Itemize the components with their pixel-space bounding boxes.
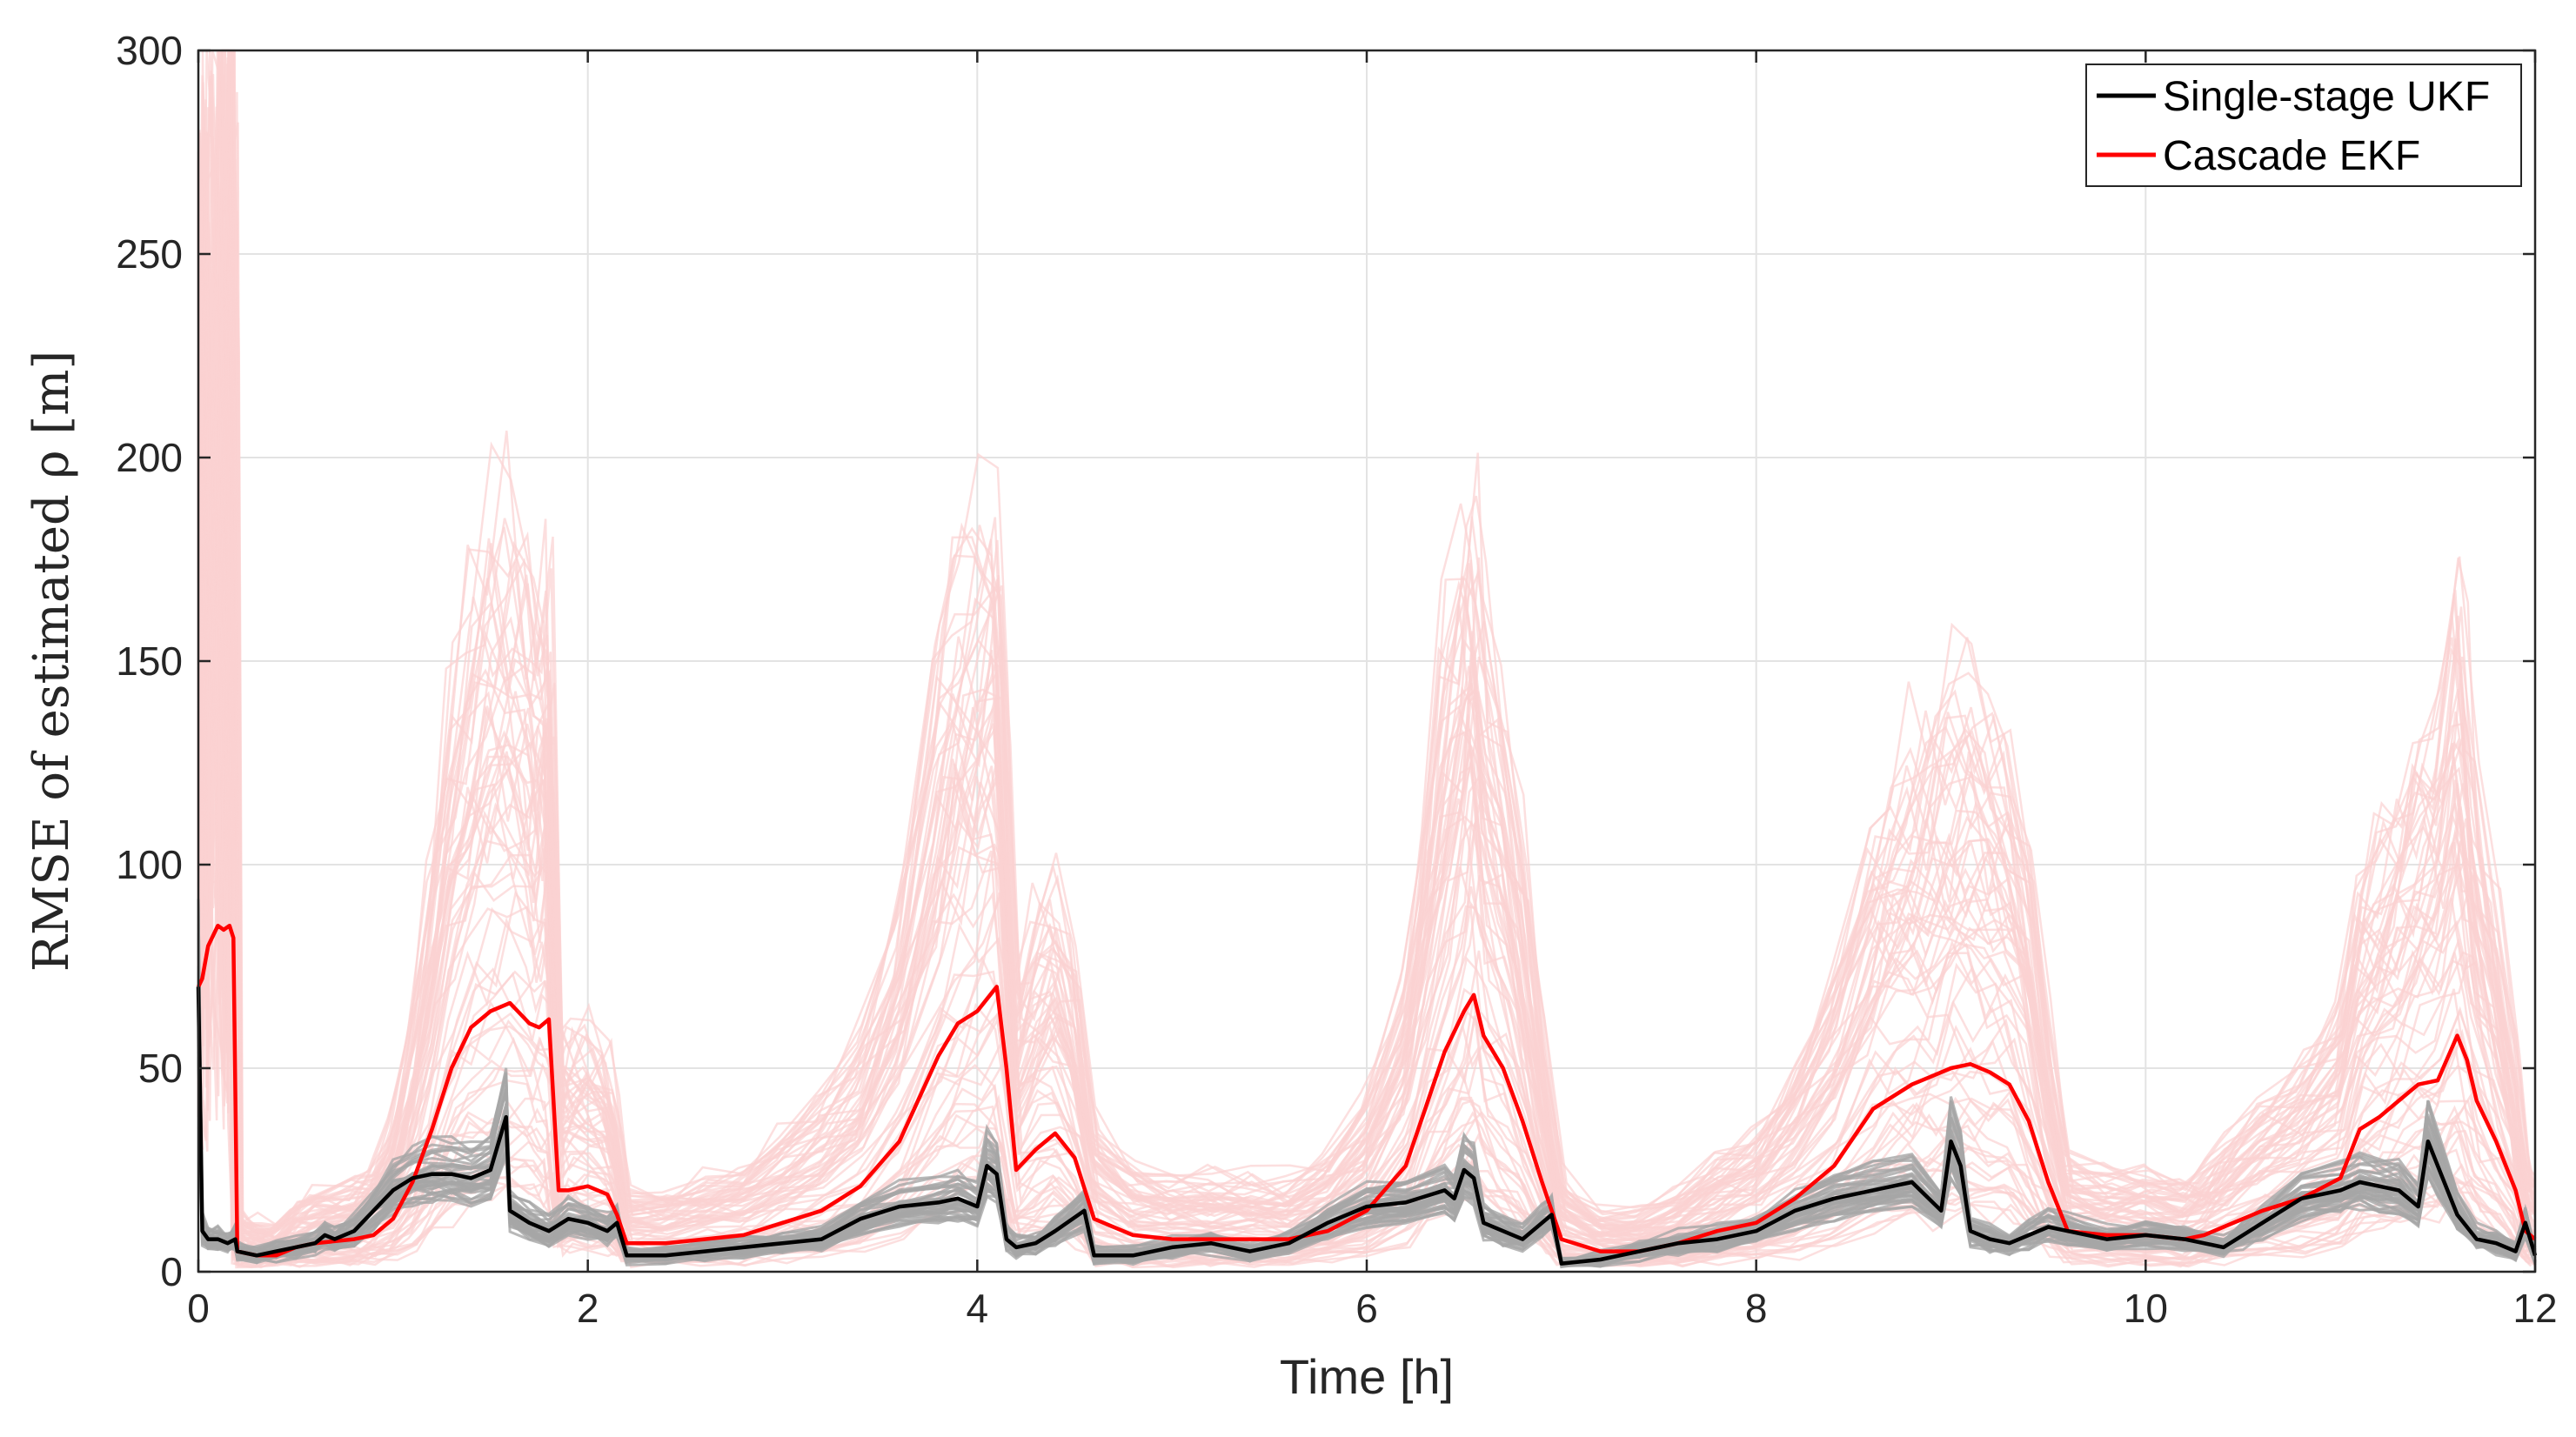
ukf-run-trace [197, 1044, 2537, 1267]
y-tick-label: 50 [138, 1046, 183, 1091]
series-line-single-stage-ukf [196, 986, 2538, 1266]
x-tick-label: 4 [967, 1286, 989, 1331]
ekf-run-trace [197, 128, 2534, 1239]
ekf-run-trace [197, 130, 2534, 1229]
x-tick-label: 0 [187, 1286, 210, 1331]
y-tick-label: 100 [116, 842, 183, 887]
x-tick-label: 12 [2512, 1286, 2557, 1331]
x-axis-title: Time [h] [1280, 1349, 1454, 1404]
y-tick-label: 250 [116, 231, 183, 277]
legend-label-single-stage-ukf: Single-stage UKF [2163, 74, 2490, 120]
y-tick-label: 300 [116, 28, 183, 73]
y-tick-label: 150 [116, 638, 183, 684]
x-tick-label: 8 [1745, 1286, 1768, 1331]
x-tick-label: 2 [577, 1286, 599, 1331]
ukf-run-trace [197, 966, 2537, 1263]
y-tick-label: 0 [160, 1249, 183, 1294]
x-tick-label: 6 [1355, 1286, 1378, 1331]
x-ticks: 0 2 4 6 8 10 12 [187, 50, 2558, 1331]
y-tick-label: 200 [116, 435, 183, 480]
legend-label-cascade-ekf: Cascade EKF [2163, 133, 2420, 179]
ekf-run-trace [197, 216, 2535, 1241]
legend-box [2085, 63, 2522, 187]
ekf-run-trace [197, 143, 2533, 1265]
y-ticks: 0 50 100 150 200 250 300 [116, 28, 2535, 1294]
x-tick-label: 10 [2124, 1286, 2168, 1331]
series-lines [196, 923, 2538, 1266]
ekf-run-trace [202, 74, 2536, 1244]
ekf-run-trace [197, 75, 2531, 1250]
y-axis-title: RMSE of estimated ρ [m] [23, 351, 80, 972]
legend: Single-stage UKF Cascade EKF [2085, 63, 2522, 187]
